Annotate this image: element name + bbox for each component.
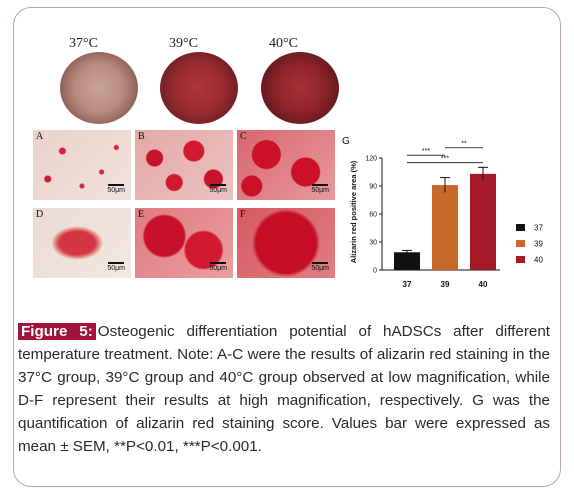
panel-label-f: F	[240, 209, 246, 220]
micrograph-a: A 50μm	[33, 130, 131, 200]
panel-label-b: B	[138, 131, 145, 142]
micrograph-d: D 50μm	[33, 208, 131, 278]
scale-bar-f: 50μm	[311, 262, 329, 272]
figure-frame	[13, 7, 561, 487]
dish-label-39: 39°C	[169, 36, 198, 51]
scale-bar-a: 50μm	[107, 184, 125, 194]
y-tick-label: 90	[369, 184, 377, 191]
bar-chart-g: G Alizarin red positive area (%) 0 30 60 90…	[342, 136, 543, 289]
bar-40	[470, 173, 496, 270]
chart-ylabel: Alizarin red positive area (%)	[349, 160, 358, 263]
petri-dish-37	[60, 52, 138, 124]
panel-label-d: D	[36, 209, 44, 220]
figure-tag: Figure 5:	[18, 323, 96, 340]
legend-label: 40	[534, 256, 543, 265]
y-tick-label: 120	[365, 156, 377, 163]
x-tick-label: 37	[403, 280, 412, 289]
y-tick-label: 60	[369, 212, 377, 219]
chart-panel-label: G	[342, 136, 350, 147]
micrograph-f: F 50μm	[237, 208, 335, 278]
significance-label: ***	[422, 148, 430, 155]
scale-bar-e: 50μm	[209, 262, 227, 272]
panel-label-e: E	[138, 209, 145, 220]
bar-39	[432, 185, 458, 270]
petri-dish-39	[160, 52, 238, 124]
bar-37	[394, 252, 420, 270]
x-tick-label: 40	[479, 280, 488, 289]
caption-text: Osteogenic differentiation potential of …	[18, 323, 550, 455]
panel-label-a: A	[36, 131, 44, 142]
y-tick-label: 0	[373, 268, 377, 275]
significance-label: ***	[441, 156, 449, 163]
legend-swatch	[516, 240, 525, 247]
micrograph-c: C 50μm	[237, 130, 335, 200]
x-tick-label: 39	[441, 280, 450, 289]
panel-label-c: C	[240, 131, 247, 142]
micrograph-b: B 50μm	[135, 130, 233, 200]
legend-label: 37	[534, 224, 543, 233]
figure-caption: Figure 5: Osteogenic differentiation pote…	[18, 320, 550, 458]
y-tick-label: 30	[369, 240, 377, 247]
dish-label-40: 40°C	[269, 36, 298, 51]
micrograph-e: E 50μm	[135, 208, 233, 278]
legend-label: 39	[534, 240, 543, 249]
scale-bar-b: 50μm	[209, 184, 227, 194]
significance-label: **	[461, 141, 467, 148]
scale-bar-d: 50μm	[107, 262, 125, 272]
legend-swatch	[516, 224, 525, 231]
scale-bar-c: 50μm	[311, 184, 329, 194]
dish-label-37: 37°C	[69, 36, 98, 51]
petri-dish-40	[261, 52, 339, 124]
legend-swatch	[516, 256, 525, 263]
